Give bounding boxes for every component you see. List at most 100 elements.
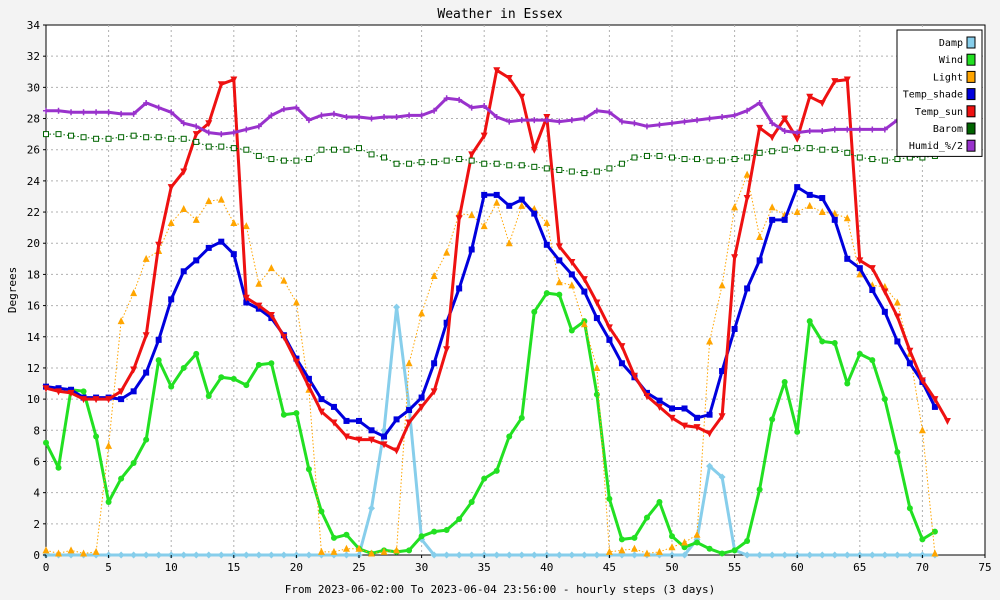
- series-light-point: [443, 248, 451, 256]
- series-temp-sun: [42, 67, 951, 455]
- series-humid-2-point: [643, 123, 650, 130]
- series-light-point: [230, 218, 238, 226]
- y-tick-label: 12: [27, 362, 40, 375]
- series-humid-2-point: [93, 109, 100, 116]
- series-wind-point: [643, 514, 650, 521]
- series-wind-point: [168, 383, 175, 390]
- series-humid-2-point: [243, 126, 250, 133]
- series-humid-2-point: [330, 110, 337, 117]
- series-light-point: [681, 538, 689, 546]
- legend-wind-swatch: [966, 53, 976, 66]
- series-light-point: [756, 233, 764, 240]
- series-barom-point: [794, 145, 801, 152]
- series-temp-sun-point: [105, 396, 113, 404]
- series-humid-2-point: [744, 107, 751, 114]
- x-tick-label: 20: [290, 561, 303, 574]
- series-temp-sun-point: [443, 346, 451, 354]
- series-damp-point: [342, 551, 350, 559]
- legend-humid-2-swatch: [966, 139, 976, 152]
- series-temp-sun-point: [217, 81, 225, 89]
- series-damp-point: [530, 551, 538, 559]
- series-temp-sun-point: [242, 294, 250, 302]
- series-temp-shade-point: [756, 257, 763, 264]
- series-temp-shade-point: [368, 427, 375, 434]
- series-damp-point: [593, 551, 601, 559]
- y-tick-label: 22: [27, 206, 40, 219]
- series-light-point: [405, 359, 413, 367]
- series-light-point: [418, 309, 426, 317]
- series-humid-2-point: [756, 99, 763, 106]
- series-temp-sun-point: [668, 414, 676, 422]
- series-light-point: [368, 549, 376, 557]
- series-wind-point: [481, 475, 488, 482]
- series-temp-shade-point: [531, 210, 538, 217]
- series-damp-point: [242, 551, 250, 559]
- series-barom-point: [180, 135, 187, 142]
- series-temp-shade-point: [193, 257, 200, 264]
- series-temp-sun-point: [706, 430, 714, 438]
- series-temp-sun-point: [455, 215, 463, 223]
- series-barom-point: [318, 146, 325, 153]
- series-humid-2-point: [769, 120, 776, 127]
- series-temp-sun-point: [843, 76, 851, 84]
- legend-barom-swatch: [966, 122, 976, 135]
- series-temp-shade-point: [431, 360, 438, 367]
- series-barom-point: [531, 163, 538, 170]
- series-damp-point: [580, 551, 588, 559]
- series-temp-sun-point: [743, 195, 751, 203]
- series-light-point: [668, 543, 676, 551]
- x-tick-label: 45: [603, 561, 616, 574]
- series-light-point: [731, 203, 739, 211]
- series-light-point: [543, 218, 551, 226]
- series-humid-2-point: [105, 109, 112, 116]
- series-barom-point: [706, 157, 713, 164]
- series-temp-shade-point: [456, 285, 463, 292]
- series-humid-2-point: [556, 118, 563, 125]
- series-temp-sun-point: [80, 396, 88, 404]
- series-humid-2-point: [481, 103, 488, 110]
- series-damp-point: [681, 551, 689, 559]
- series-temp-shade-point: [769, 216, 776, 223]
- series-wind-point: [55, 464, 62, 471]
- series-wind-point: [443, 527, 450, 534]
- series-humid-2-point: [230, 129, 237, 136]
- series-light-point: [931, 549, 939, 557]
- series-barom-point: [230, 145, 237, 152]
- series-temp-shade-point: [856, 265, 863, 272]
- series-light-point: [267, 264, 275, 272]
- y-tick-label: 32: [27, 50, 40, 63]
- series-temp-sun-point: [468, 151, 476, 159]
- series-wind-point: [493, 467, 500, 474]
- series-damp-point: [192, 551, 200, 559]
- series-temp-shade-point: [443, 319, 450, 326]
- series-barom-point: [606, 165, 613, 172]
- series-temp-shade-point: [906, 360, 913, 367]
- series-temp-sun-point: [167, 184, 175, 192]
- series-barom-point: [568, 168, 575, 175]
- x-tick-label: 25: [352, 561, 365, 574]
- series-barom-point: [356, 145, 362, 152]
- x-tick-label: 40: [540, 561, 553, 574]
- series-barom-point: [268, 156, 275, 163]
- series-temp-sun-point: [530, 146, 538, 154]
- series-wind-point: [869, 357, 876, 364]
- series-temp-sun-point: [92, 396, 100, 404]
- series-temp-sun-point: [42, 385, 50, 393]
- series-damp-point: [718, 473, 726, 481]
- series-barom-point: [130, 132, 137, 139]
- series-damp-point: [706, 462, 714, 470]
- series-damp-point: [443, 551, 451, 559]
- series-temp-sun-point: [906, 347, 914, 355]
- series-temp-sun-point: [768, 134, 776, 142]
- series-temp-sun-point: [593, 299, 601, 307]
- series-barom-point: [118, 134, 125, 141]
- series-wind-point: [744, 537, 751, 544]
- legend-light-swatch: [966, 70, 976, 83]
- series-damp-point: [818, 551, 826, 559]
- series-wind-point: [844, 380, 851, 387]
- x-tick-label: 35: [478, 561, 491, 574]
- series-barom-point: [618, 160, 625, 167]
- series-wind-point: [305, 466, 312, 473]
- series-barom-point: [218, 143, 225, 150]
- series-barom-point: [869, 156, 876, 163]
